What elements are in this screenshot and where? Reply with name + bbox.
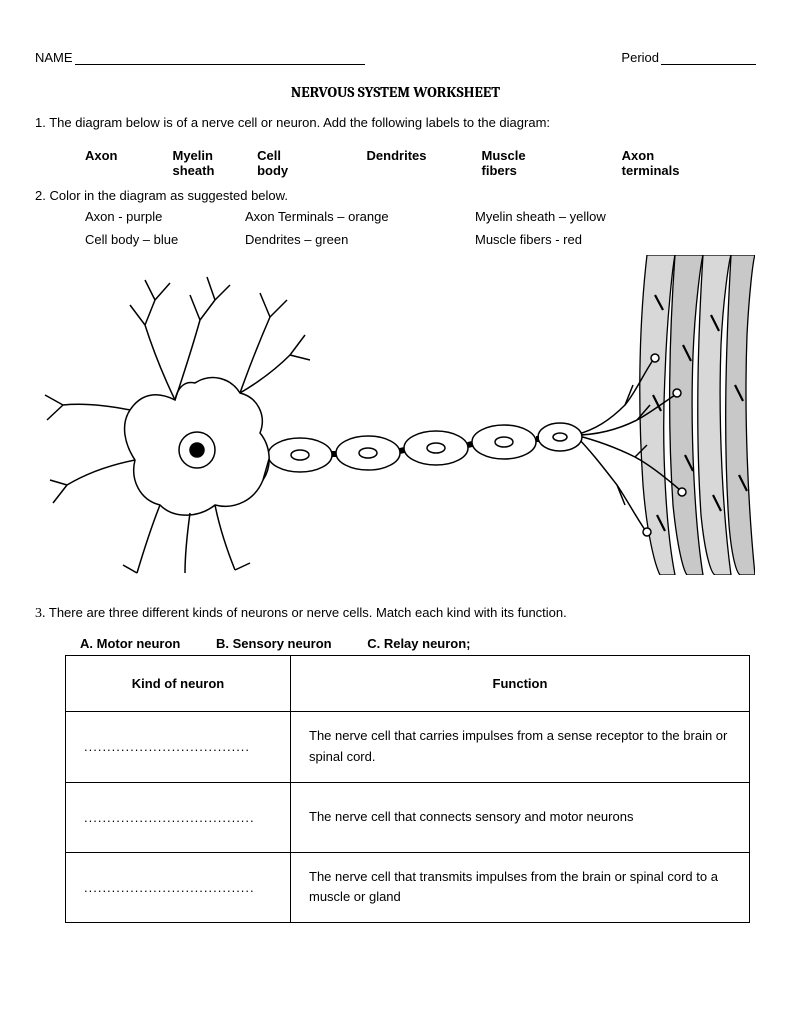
cell-body-icon [125,378,270,516]
color-terminals: Axon Terminals – orange [245,209,475,224]
color-muscle: Muscle fibers - red [475,232,655,247]
question-1-text: 1. The diagram below is of a nerve cell … [35,115,756,130]
color-cellbody: Cell body – blue [85,232,245,247]
worksheet-title: NERVOUS SYSTEM WORKSHEET [35,83,756,101]
kind-cell-1[interactable]: .................................... [66,712,291,783]
neuron-diagram [35,255,756,575]
label-dendrites: Dendrites [367,148,427,178]
name-field: NAME [35,50,365,65]
color-myelin: Myelin sheath – yellow [475,209,655,224]
label-cellbody: Cell body [257,148,306,178]
table-header-row: Kind of neuron Function [66,656,750,712]
question-3-text: There are three different kinds of neuro… [49,605,567,620]
header-kind: Kind of neuron [66,656,291,712]
neuron-types-row: A. Motor neuron B. Sensory neuron C. Rel… [35,636,756,651]
type-sensory: B. Sensory neuron [216,636,332,651]
color-instructions: Axon - purple Axon Terminals – orange My… [35,209,756,247]
name-blank-line[interactable] [75,51,365,65]
header-function: Function [291,656,750,712]
type-relay: C. Relay neuron; [367,636,470,651]
header-row: NAME Period [35,50,756,65]
name-label: NAME [35,50,73,65]
label-muscle: Muscle fibers [482,148,552,178]
label-terminals: Axon terminals [622,148,701,178]
func-cell-1: The nerve cell that carries impulses fro… [291,712,750,783]
kind-cell-3[interactable]: ..................................... [66,852,291,923]
blank-dots: ..................................... [84,880,255,895]
label-terms-row: Axon Myelin sheath Cell body Dendrites M… [35,148,756,178]
neuron-svg [35,255,755,575]
period-field: Period [621,50,756,65]
question-3: 3. There are three different kinds of ne… [35,605,756,622]
label-axon: Axon [85,148,118,178]
table-row: ..................................... Th… [66,852,750,923]
function-table: Kind of neuron Function ................… [65,655,750,923]
question-2-text: 2. Color in the diagram as suggested bel… [35,188,756,203]
kind-cell-2[interactable]: ..................................... [66,782,291,852]
table-row: ..................................... Th… [66,782,750,852]
axon-myelin-icon [268,423,582,472]
color-axon: Axon - purple [85,209,245,224]
blank-dots: ..................................... [84,810,255,825]
func-cell-3: The nerve cell that transmits impulses f… [291,852,750,923]
blank-dots: .................................... [84,739,250,754]
table-row: .................................... The… [66,712,750,783]
period-blank-line[interactable] [661,51,756,65]
type-motor: A. Motor neuron [80,636,180,651]
question-3-number: 3. [35,606,46,621]
color-row-2: Cell body – blue Dendrites – green Muscl… [85,232,756,247]
color-dendrites: Dendrites – green [245,232,475,247]
label-myelin: Myelin sheath [173,148,246,178]
color-row-1: Axon - purple Axon Terminals – orange My… [85,209,756,224]
muscle-fibers-icon [640,255,755,575]
func-cell-2: The nerve cell that connects sensory and… [291,782,750,852]
period-label: Period [621,50,659,65]
